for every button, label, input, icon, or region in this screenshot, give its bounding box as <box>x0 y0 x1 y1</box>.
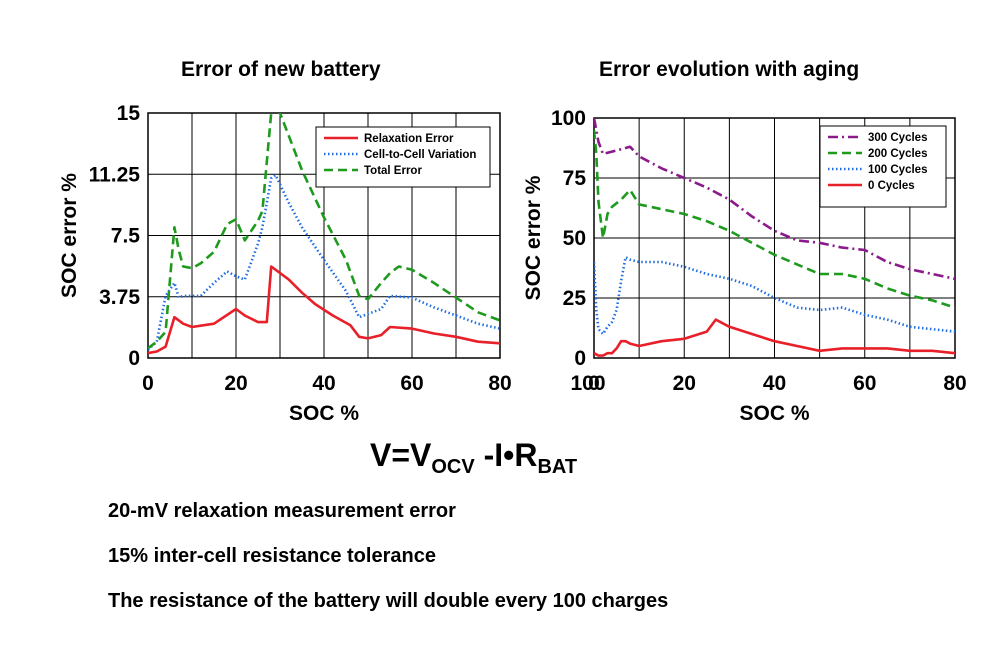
formula-bat-subscript: BAT <box>537 456 578 478</box>
plot-frame <box>593 117 956 359</box>
y-tick-label: 75 <box>563 167 587 190</box>
note-relaxation-error: 20-mV relaxation measurement error <box>108 500 456 522</box>
legend-label: 100 Cycles <box>868 164 927 176</box>
x-tick-label: 60 <box>400 372 423 395</box>
legend-label: Relaxation Error <box>364 133 454 145</box>
y-tick-label: 15 <box>117 102 141 125</box>
series-line-cell-to-cell-variation <box>148 173 500 351</box>
y-tick-label: 11.25 <box>89 163 141 186</box>
x-tick-label-extra: 100 <box>570 372 605 395</box>
formula-lhs: V <box>370 437 392 473</box>
legend-label: 0 Cycles <box>868 180 915 192</box>
x-tick-label: 80 <box>943 372 966 395</box>
legend: 300 Cycles 200 Cycles 100 Cycles 0 Cycles <box>819 125 947 208</box>
x-tick-label: 40 <box>763 372 786 395</box>
battery-voltage-formula: V=VOCV -I•RBAT <box>370 437 577 478</box>
y-tick-label: 3.75 <box>99 286 140 309</box>
legend-label: Cell-to-Cell Variation <box>364 149 476 161</box>
plot-frame <box>147 112 501 359</box>
note-resistance-tolerance: 15% inter-cell resistance tolerance <box>108 545 436 567</box>
series-line-100-cycles <box>594 255 955 336</box>
x-tick-label: 60 <box>853 372 876 395</box>
y-tick-label: 0 <box>574 347 586 370</box>
y-axis-label: SOC error % <box>522 175 545 300</box>
legend: Relaxation Error Cell-to-Cell Variation To… <box>315 126 491 188</box>
series-group <box>594 118 955 357</box>
series-line-200-cycles <box>594 129 955 309</box>
x-tick-label: 20 <box>673 372 696 395</box>
legend-label: 300 Cycles <box>868 132 927 144</box>
formula-eq: = <box>391 437 411 473</box>
y-axis-label: SOC error % <box>58 173 81 298</box>
legend-label: 200 Cycles <box>868 148 927 160</box>
formula-dot: • <box>503 437 515 473</box>
x-tick-label: 20 <box>224 372 247 395</box>
note-resistance-doubling: The resistance of the battery will doubl… <box>108 590 669 612</box>
y-tick-label: 25 <box>563 287 587 310</box>
formula-i: I <box>494 437 504 473</box>
y-tick-label: 100 <box>551 107 586 130</box>
x-tick-label: 0 <box>588 372 600 395</box>
x-tick-label: 40 <box>312 372 335 395</box>
right-chart-title: Error evolution with aging <box>599 58 860 81</box>
series-line-relaxation-error <box>148 265 500 355</box>
formula-minus: - <box>483 437 495 473</box>
x-tick-label: 0 <box>142 372 154 395</box>
legend-label: Total Error <box>364 165 422 177</box>
y-tick-label: 50 <box>563 227 586 250</box>
legend-box <box>819 125 947 208</box>
series-line-0-cycles <box>594 318 955 357</box>
left-chart: 0 20 40 60 80 0 3.75 7.5 11.25 15 SOC % SOC error %… <box>58 102 512 425</box>
formula-ocv-subscript: OCV <box>431 456 475 478</box>
formula-r: R <box>514 437 538 473</box>
y-tick-label: 0 <box>128 347 140 370</box>
x-axis-label: SOC % <box>739 402 809 425</box>
right-chart: 0 20 40 60 80 0 25 50 75 100 100 SOC % SOC error % 30… <box>522 107 967 425</box>
series-line-total-error <box>148 113 500 350</box>
left-chart-title: Error of new battery <box>181 58 381 81</box>
y-tick-label: 7.5 <box>111 225 141 248</box>
series-line-300-cycles <box>594 118 955 281</box>
x-axis-label: SOC % <box>289 402 359 425</box>
series-group <box>148 113 500 355</box>
x-tick-label: 80 <box>488 372 511 395</box>
formula-v: V <box>410 437 432 473</box>
